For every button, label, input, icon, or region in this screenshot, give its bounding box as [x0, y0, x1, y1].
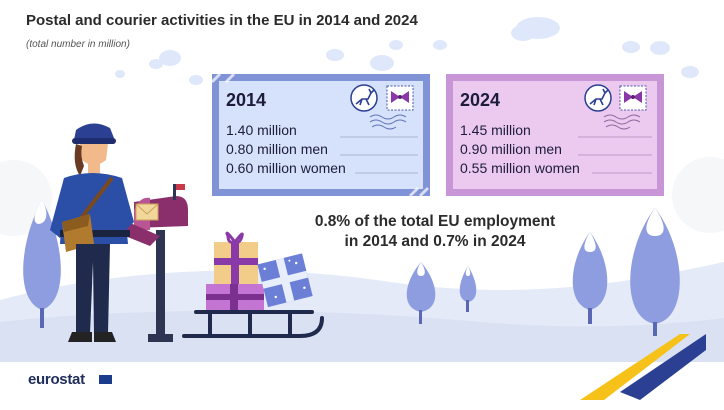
- card-2014-total: 1.40 million: [226, 122, 297, 138]
- card-2014-envelope: [210, 72, 430, 198]
- employment-statement-line1: 0.8% of the total EU employment: [314, 213, 556, 230]
- snow-ground-front: [0, 310, 724, 362]
- cloud-icon: [115, 17, 699, 85]
- gift-icon: [206, 284, 264, 310]
- card-rule-lines: [340, 136, 418, 174]
- postmark-icon: [369, 114, 407, 130]
- postal-worker: [50, 123, 134, 342]
- postmark-icon: [603, 114, 641, 130]
- tree-icon: [406, 262, 436, 324]
- card-2014-men: 0.80 million men: [226, 141, 328, 157]
- gift-icon: [257, 253, 313, 308]
- bow-stamp-icon: [386, 85, 414, 111]
- eu-flag-icon: [99, 375, 112, 384]
- page-title: Postal and courier activities in the EU …: [26, 12, 418, 29]
- tree-icon: [572, 232, 608, 324]
- eurostat-logo: eurostat: [28, 371, 85, 388]
- reindeer-stamp-icon: [350, 84, 378, 112]
- employment-statement-line2: in 2014 and 0.7% in 2024: [344, 233, 526, 250]
- reindeer-stamp-icon: [584, 84, 612, 112]
- card-rule-lines: [578, 136, 652, 174]
- card-2014-year: 2014: [226, 90, 267, 110]
- card-2024-total: 1.45 million: [460, 122, 531, 138]
- card-2014-women: 0.60 million women: [226, 160, 346, 176]
- bow-stamp-icon: [619, 85, 647, 111]
- card-2024-women: 0.55 million women: [460, 160, 580, 176]
- card-2024-year: 2024: [460, 90, 501, 110]
- mailbox-icon: [120, 184, 188, 342]
- corner-accent: [580, 334, 706, 400]
- gift-icon: [214, 231, 258, 284]
- sled-icon: [182, 310, 324, 338]
- tree-icon: [630, 208, 680, 336]
- tree-icon: [459, 266, 477, 312]
- employment-statement: 0.8% of the total EU employment in 2014 …: [300, 212, 570, 252]
- page-subtitle: (total number in million): [26, 39, 130, 50]
- card-2024-men: 0.90 million men: [460, 141, 562, 157]
